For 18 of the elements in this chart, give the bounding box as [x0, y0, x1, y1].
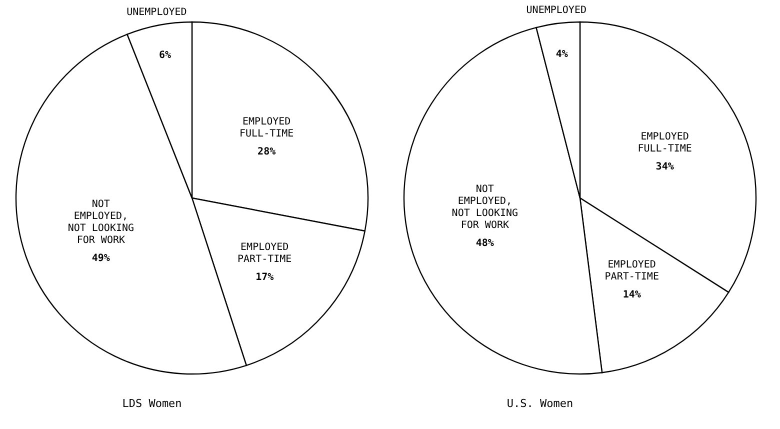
slice-label: UNEMPLOYED [526, 5, 587, 16]
slice-label: EMPLOYED FULL-TIME [239, 116, 294, 140]
data-label: 4% [556, 48, 568, 60]
data-label: 17% [256, 272, 274, 284]
slice-label: EMPLOYED FULL-TIME [638, 131, 692, 154]
data-label: 48% [476, 238, 494, 250]
slice-label: NOT EMPLOYED, NOT LOOKING FOR WORK [452, 184, 518, 232]
slice-label: NOT EMPLOYED, NOT LOOKING FOR WORK [68, 198, 134, 246]
text: LDS Women [122, 397, 182, 410]
data-label: 6% [158, 50, 171, 62]
data-label: 49% [92, 252, 110, 264]
slice-label: UNEMPLOYED [126, 7, 187, 18]
slice-label: EMPLOYED PART-TIME [604, 260, 659, 283]
text: U.S. Women [506, 397, 574, 410]
data-label: 14% [622, 290, 641, 301]
data-label: 28% [258, 146, 276, 158]
slice-label: EMPLOYED PART-TIME [238, 242, 292, 266]
data-label: 34% [656, 161, 674, 172]
